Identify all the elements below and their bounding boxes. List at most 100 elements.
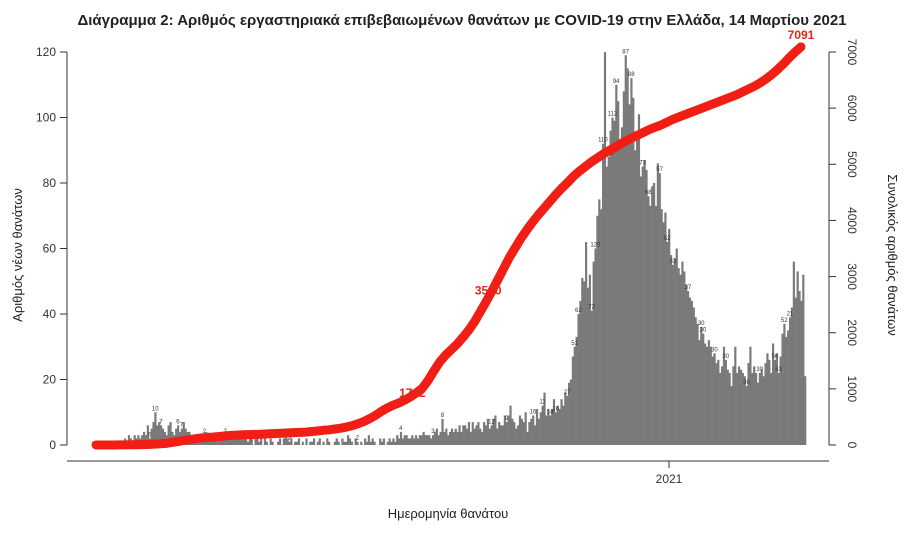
bar xyxy=(401,438,404,445)
bar xyxy=(369,441,372,445)
bar-label: 16 xyxy=(552,406,559,412)
left-tick-label: 0 xyxy=(49,438,56,452)
bar xyxy=(494,415,497,445)
bar xyxy=(284,435,287,445)
cumulative-labels: 1792 3510 7091 xyxy=(399,28,815,400)
bar xyxy=(656,163,659,445)
bar xyxy=(651,186,654,445)
bar xyxy=(681,261,684,445)
bar xyxy=(509,405,512,445)
bar xyxy=(133,435,136,445)
bar xyxy=(713,353,716,445)
bar xyxy=(271,441,274,445)
bar-label: 6 xyxy=(148,432,152,438)
bar xyxy=(212,438,216,445)
bar xyxy=(371,438,374,445)
bar xyxy=(605,166,608,446)
bar xyxy=(447,435,450,445)
bar xyxy=(214,438,217,445)
bar xyxy=(511,418,514,445)
bar xyxy=(154,412,157,445)
bar xyxy=(492,418,495,445)
bar xyxy=(679,274,682,445)
bar xyxy=(541,405,544,445)
bar xyxy=(403,435,406,445)
bar xyxy=(772,343,775,445)
bar xyxy=(277,441,280,445)
left-y-axis: 0 20 40 60 80 100 120 xyxy=(36,45,68,452)
bar xyxy=(707,340,710,445)
bar xyxy=(560,399,563,445)
bar-label: 30 xyxy=(722,354,729,360)
bar xyxy=(664,212,667,445)
bar xyxy=(269,438,272,445)
bar xyxy=(484,425,488,445)
bar xyxy=(583,281,586,445)
bar xyxy=(222,438,225,445)
bar xyxy=(435,428,438,446)
bar xyxy=(146,425,149,445)
bar-label: 110 xyxy=(598,138,608,144)
bar xyxy=(617,101,620,446)
bar xyxy=(260,438,263,445)
bar xyxy=(343,441,346,445)
bar xyxy=(764,363,767,446)
bar xyxy=(305,438,308,445)
bar xyxy=(316,441,319,445)
bar xyxy=(290,438,293,445)
left-tick-label: 60 xyxy=(43,242,57,256)
bar xyxy=(775,353,778,445)
bar-label: 112 xyxy=(608,112,618,118)
right-tick-label: 5000 xyxy=(845,151,859,178)
bar xyxy=(613,120,616,446)
bar xyxy=(441,418,444,445)
bar xyxy=(439,431,442,445)
bar xyxy=(231,438,234,445)
bar xyxy=(670,255,673,445)
bar xyxy=(628,104,631,446)
bar xyxy=(705,346,709,445)
bar xyxy=(388,438,391,445)
bar xyxy=(777,372,780,445)
bar xyxy=(615,84,618,445)
bar xyxy=(449,431,452,445)
bar xyxy=(692,307,695,445)
bar xyxy=(636,137,639,445)
bar xyxy=(311,441,314,445)
right-tick-label: 7000 xyxy=(845,39,859,66)
bar xyxy=(443,431,446,445)
bar xyxy=(796,271,799,445)
bar xyxy=(382,438,386,445)
bar xyxy=(552,399,556,445)
bar xyxy=(724,359,727,445)
left-tick-label: 80 xyxy=(43,176,57,190)
daily-deaths-bars xyxy=(92,52,807,446)
right-tick-label: 2000 xyxy=(845,319,859,346)
bar-label: 68 xyxy=(645,190,652,196)
bar xyxy=(802,274,805,445)
bar-label: 72 xyxy=(588,305,595,311)
bar xyxy=(341,438,344,445)
bar xyxy=(598,199,601,446)
bar xyxy=(632,97,635,445)
bar xyxy=(479,428,482,446)
bar xyxy=(424,435,427,445)
bar xyxy=(569,379,573,445)
bar xyxy=(175,428,178,446)
bar xyxy=(792,261,795,445)
bar xyxy=(460,431,463,445)
bar xyxy=(156,425,159,445)
bar xyxy=(619,140,622,445)
bar xyxy=(263,438,267,445)
bar xyxy=(751,372,754,445)
x-axis-title: Ημερομηνία θανάτου xyxy=(388,506,509,521)
bar-label: 9 xyxy=(505,416,509,422)
bar xyxy=(235,438,238,445)
bar xyxy=(445,428,448,446)
bar xyxy=(534,425,537,445)
bar xyxy=(535,408,539,445)
bar xyxy=(747,363,750,446)
bar xyxy=(335,438,338,445)
bar xyxy=(556,405,559,445)
